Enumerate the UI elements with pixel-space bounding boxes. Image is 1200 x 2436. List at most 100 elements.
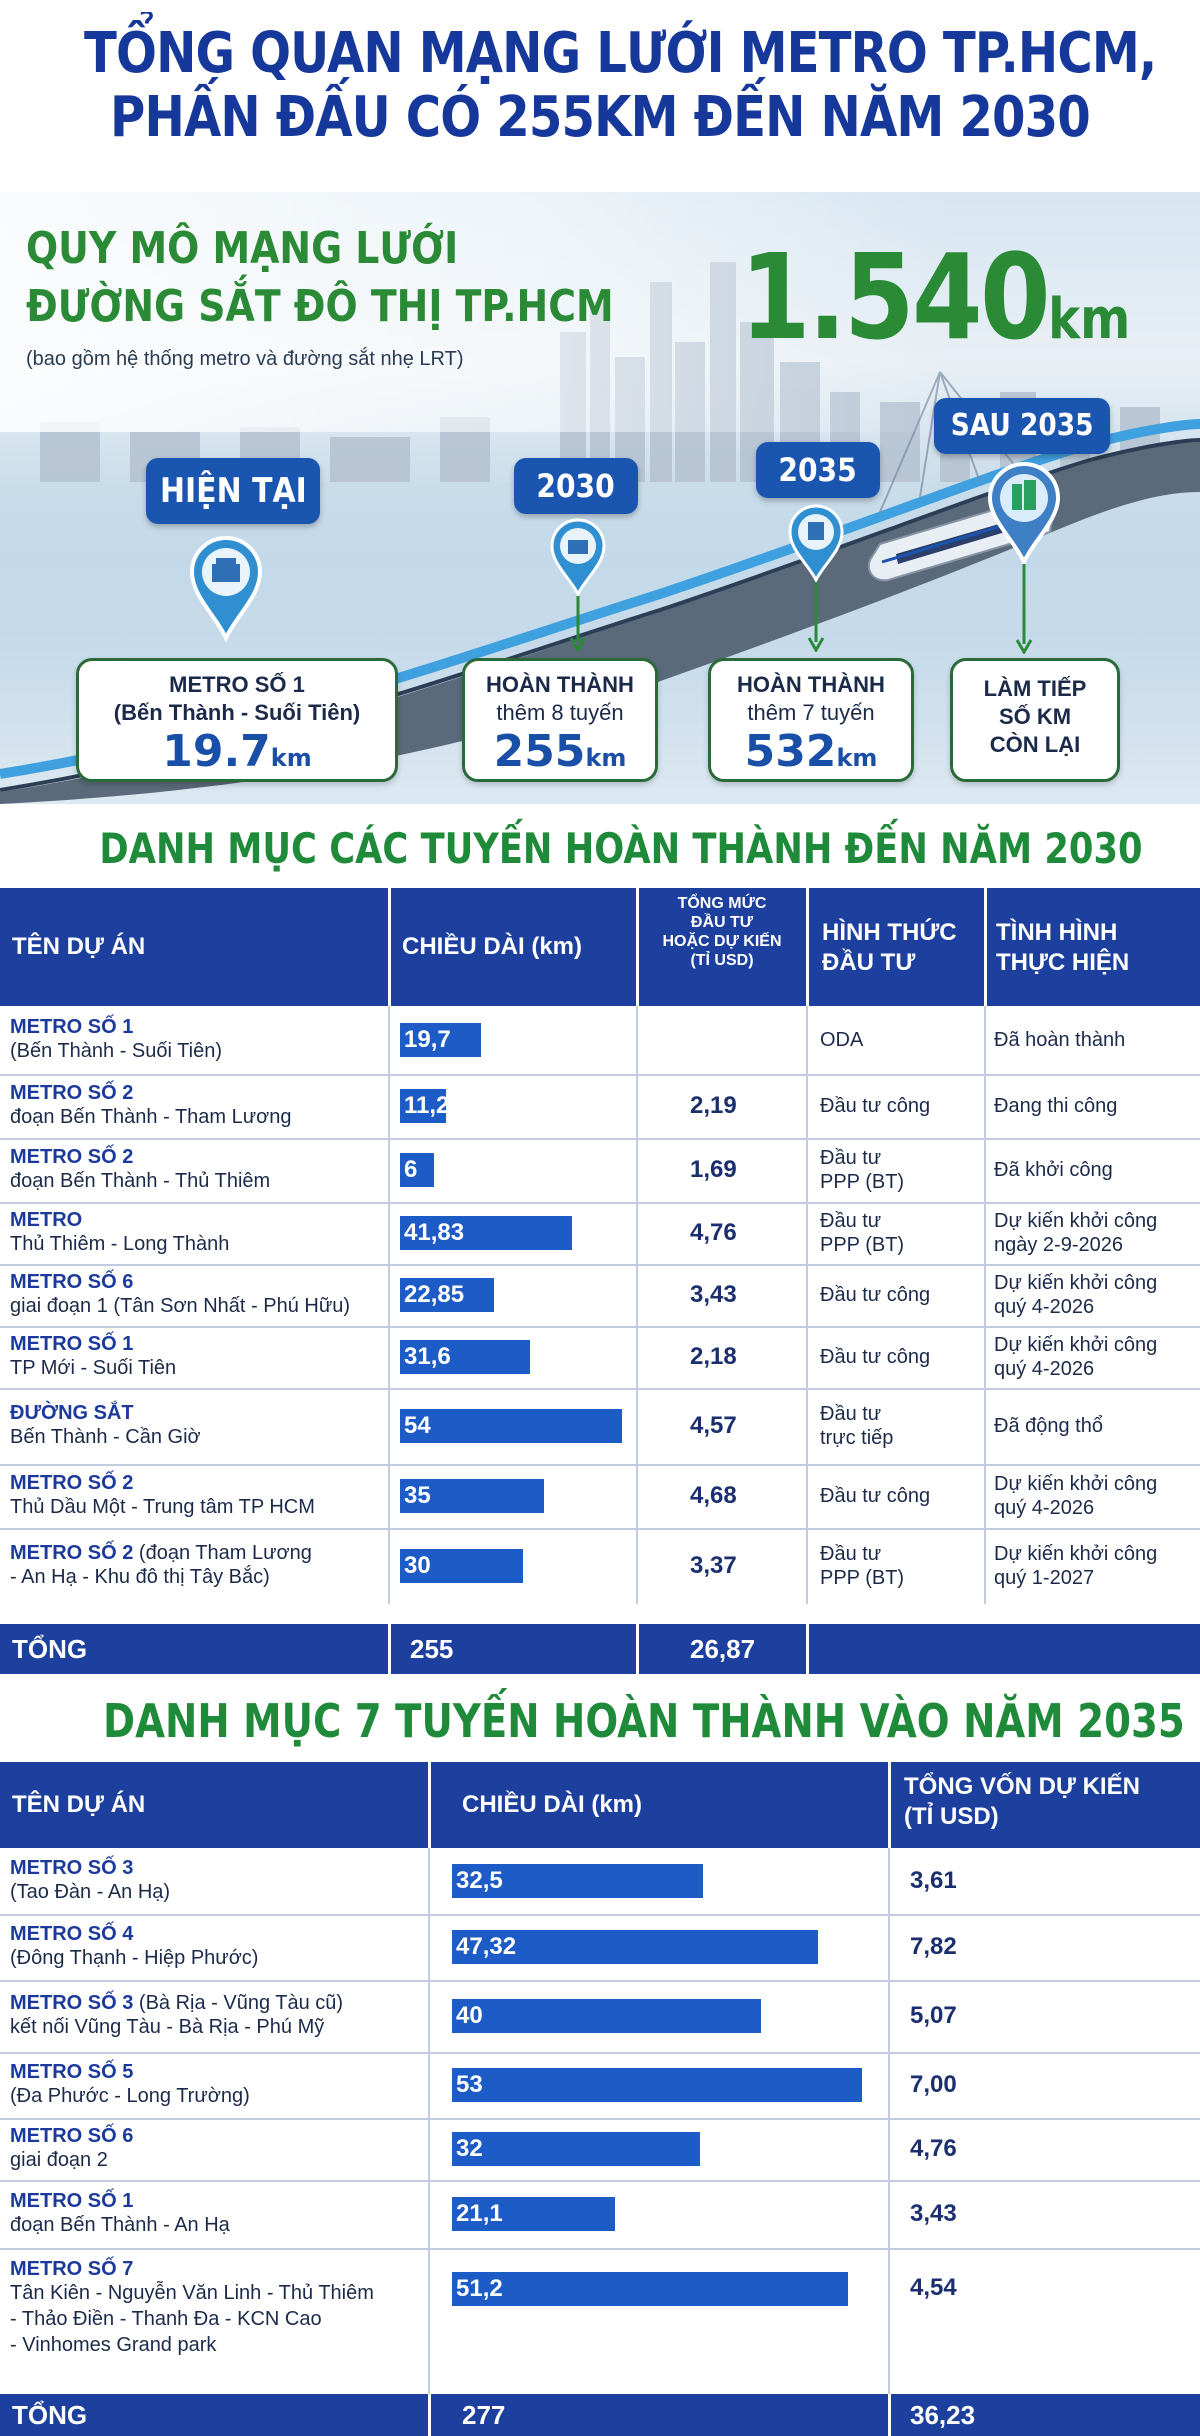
implementation-status: Dự kiến khởi công (994, 1210, 1158, 1232)
project-name-title: METRO SỐ 4 (10, 1923, 134, 1945)
project-name: METRO SỐ 6 (10, 2125, 133, 2148)
project-name: METRO (10, 1209, 82, 1232)
network-total-length: 1.540km (740, 228, 1131, 366)
column-divider (636, 1464, 638, 1528)
column-divider (636, 1264, 638, 1326)
table-row: METRO SỐ 2 Thủ Dầu Một - Trung tâm TP HCM… (0, 1464, 1200, 1528)
column-divider (636, 1388, 638, 1464)
row-divider (0, 1980, 1200, 1982)
project-name-extra: (Bà Rịa - Vũng Tàu cũ) (133, 1992, 344, 2014)
implementation-status: Dự kiến khởi công (994, 1543, 1158, 1565)
capital-value: 3,61 (910, 1867, 957, 1894)
project-route: (Đa Phước - Long Trường) (10, 2085, 250, 2107)
column-divider (428, 1980, 430, 2052)
length-bar: 53 (452, 2068, 862, 2102)
investment-value: 4,57 (690, 1412, 737, 1439)
project-name-title: METRO SỐ 2 (10, 1146, 134, 1168)
investment-value: 2,19 (690, 1092, 737, 1119)
milestone-card-now: METRO SỐ 1 (Bến Thành - Suối Tiên) 19.7k… (76, 658, 398, 782)
column-divider (636, 1326, 638, 1388)
page-header: TỔNG QUAN MẠNG LƯỚI METRO TP.HCM, PHẤN Đ… (0, 0, 1200, 192)
implementation-status: Đang thi công (994, 1095, 1118, 1117)
capital-value: 4,76 (910, 2135, 957, 2162)
column-divider (806, 1464, 808, 1528)
column-divider (984, 1138, 986, 1202)
investment-form: Đầu tư (820, 1210, 882, 1232)
length-bar: 47,32 (452, 1930, 818, 1964)
arrow-down-icon (807, 582, 825, 652)
row-divider (0, 2248, 1200, 2250)
total-cost: 36,23 (910, 2400, 976, 2430)
project-route: - Thảo Điền - Thanh Đa - KCN Cao (10, 2308, 322, 2330)
project-name-title: METRO SỐ 6 (10, 1271, 134, 1293)
project-route: giai đoạn 1 (Tân Sơn Nhất - Phú Hữu) (10, 1295, 351, 1317)
project-name: METRO SỐ 2 (10, 1082, 133, 1105)
hero-banner: QUY MÔ MẠNG LƯỚI ĐƯỜNG SẮT ĐÔ THỊ TP.HCM… (0, 192, 1200, 804)
column-header-length: CHIỀU DÀI (km) (462, 1791, 643, 1818)
investment-form: Đầu tư công (820, 1346, 931, 1368)
column-divider (388, 1326, 390, 1388)
column-divider (428, 2052, 430, 2118)
project-name: METRO SỐ 2 (10, 1472, 133, 1495)
project-route: TP Mới - Suối Tiên (10, 1357, 177, 1379)
page-title-line-1: TỔNG QUAN MẠNG LƯỚI METRO TP.HCM, (84, 21, 1157, 86)
building-pin-icon (788, 504, 844, 582)
column-divider (428, 2180, 430, 2248)
column-divider (388, 1388, 390, 1464)
total-length: 277 (462, 2400, 506, 2430)
project-route: - An Hạ - Khu đô thị Tây Bắc) (10, 1566, 270, 1588)
investment-form-detail: PPP (BT) (820, 1171, 905, 1193)
project-name-title: METRO SỐ 2 (10, 1542, 134, 1564)
investment-form: Đầu tư (820, 1543, 882, 1565)
column-divider (984, 1006, 986, 1074)
project-name: METRO SỐ 4 (10, 1923, 133, 1946)
network-scale-title: QUY MÔ MẠNG LƯỚI ĐƯỜNG SẮT ĐÔ THỊ TP.HCM (26, 223, 614, 332)
column-divider (806, 1138, 808, 1202)
column-divider (388, 1264, 390, 1326)
project-name-title: METRO SỐ 3 (10, 1992, 134, 2014)
milestone-pill-2035: 2035 (756, 442, 880, 498)
building-pin-icon (987, 462, 1061, 564)
investment-form-detail: PPP (BT) (820, 1567, 905, 1589)
table-total-row: TỔNG 255 26,87 (0, 1624, 1200, 1674)
project-name-title: METRO SỐ 1 (10, 1016, 134, 1038)
project-name: METRO SỐ 1 (10, 1016, 133, 1039)
project-name: METRO SỐ 1 (10, 1333, 133, 1356)
project-name: ĐƯỜNG SẮT (10, 1402, 134, 1425)
column-header-investment: TỔNG MỨC ĐẦU TƯ HOẶC DỰ KIẾN (TỈ USD) (662, 895, 782, 969)
total-label: TỔNG (12, 2400, 88, 2430)
implementation-status-detail: quý 4-2026 (994, 1296, 1095, 1318)
column-divider (388, 1464, 390, 1528)
project-name: METRO SỐ 7 (10, 2258, 133, 2281)
table-header: TÊN DỰ ÁN CHIỀU DÀI (km) TỔNG MỨC ĐẦU TƯ… (0, 888, 1200, 1006)
column-divider (806, 1326, 808, 1388)
investment-form: Đầu tư (820, 1147, 882, 1169)
arrow-down-icon (569, 596, 587, 652)
row-divider (0, 2052, 1200, 2054)
column-divider (806, 1202, 808, 1264)
implementation-status-detail: quý 4-2026 (994, 1358, 1095, 1380)
project-route: Bến Thành - Cần Giờ (10, 1426, 201, 1448)
capital-value: 5,07 (910, 2002, 957, 2029)
row-divider (0, 1202, 1200, 1204)
table-row: METRO SỐ 3 (Tao Đàn - An Hạ) 32,5 3,61 (0, 1848, 1200, 1914)
investment-value: 2,18 (690, 1343, 737, 1370)
investment-form: Đầu tư công (820, 1095, 931, 1117)
column-divider (888, 2180, 890, 2248)
column-divider (984, 1264, 986, 1326)
project-name-title: METRO SỐ 1 (10, 1333, 134, 1355)
column-divider (984, 1464, 986, 1528)
column-divider (888, 1848, 890, 1914)
capital-value: 4,54 (910, 2274, 957, 2301)
table-row: METRO SỐ 3 (Bà Rịa - Vũng Tàu cũ) kết nối… (0, 1980, 1200, 2052)
table-row: METRO SỐ 4 (Đông Thạnh - Hiệp Phước) 47,32… (0, 1914, 1200, 1980)
project-route: (Bến Thành - Suối Tiên) (10, 1040, 222, 1062)
table-row: METRO SỐ 2 đoạn Bến Thành - Tham Lương 11,… (0, 1074, 1200, 1138)
section-2030-title: DANH MỤC CÁC TUYẾN HOÀN THÀNH ĐẾN NĂM 20… (99, 824, 1143, 873)
table-row: ĐƯỜNG SẮT Bến Thành - Cần Giờ 54 4,57 Đầu tư… (0, 1388, 1200, 1464)
total-length: 255 (410, 1634, 454, 1664)
project-name: METRO SỐ 2 (10, 1146, 133, 1169)
total-label: TỔNG (12, 1634, 88, 1664)
length-bar: 51,2 (452, 2272, 848, 2306)
project-name-title: METRO SỐ 2 (10, 1472, 134, 1494)
